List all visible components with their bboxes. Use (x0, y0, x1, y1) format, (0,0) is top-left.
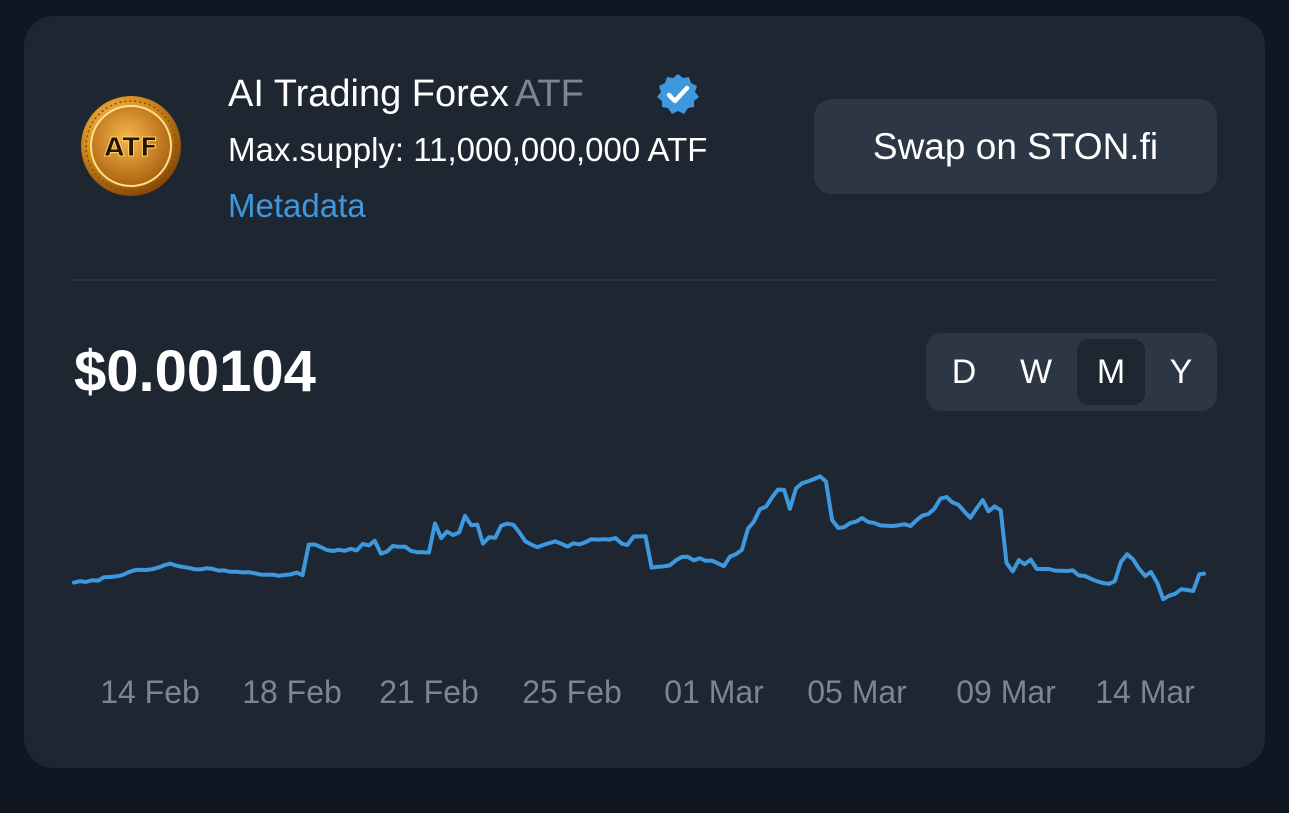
x-tick-label: 05 Mar (807, 674, 907, 710)
x-tick-label: 09 Mar (956, 674, 1056, 710)
price-chart: 14 Feb 18 Feb 21 Feb 25 Feb 01 Mar 05 Mar 09 M… (72, 474, 1206, 710)
price-line-series (72, 474, 1206, 602)
token-card: ATF AI Trading Forex ATF Max.supply: 11,0… (24, 16, 1265, 768)
current-price: $0.00104 (74, 339, 316, 404)
x-axis-tick-labels: 14 Feb 18 Feb 21 Feb 25 Feb 01 Mar 05 Mar 09 M… (100, 674, 1195, 710)
x-tick-label: 14 Mar (1095, 674, 1195, 710)
divider (72, 279, 1217, 281)
x-tick-label: 21 Feb (379, 674, 479, 710)
token-symbol: ATF (514, 73, 584, 115)
range-button-year[interactable]: Y (1169, 352, 1193, 391)
range-button-day[interactable]: D (951, 352, 977, 391)
token-name-text: AI Trading Forex (228, 73, 509, 115)
svg-text:ATF: ATF (104, 133, 158, 163)
atf-coin-logo-icon: ATF (81, 96, 181, 196)
time-range-selector: D W M Y (926, 333, 1217, 411)
range-button-week[interactable]: W (1019, 352, 1053, 391)
metadata-link[interactable]: Metadata (228, 187, 366, 224)
x-tick-label: 14 Feb (100, 674, 200, 710)
token-name: AI Trading Forex ATF (228, 72, 584, 116)
x-tick-label: 25 Feb (522, 674, 622, 710)
range-button-month[interactable]: M (1077, 339, 1145, 405)
x-tick-label: 18 Feb (242, 674, 342, 710)
max-supply: Max.supply: 11,000,000,000 ATF (228, 131, 708, 168)
x-tick-label: 01 Mar (664, 674, 764, 710)
swap-button[interactable]: Swap on STON.fi (814, 99, 1217, 194)
verified-badge-icon (657, 74, 699, 114)
